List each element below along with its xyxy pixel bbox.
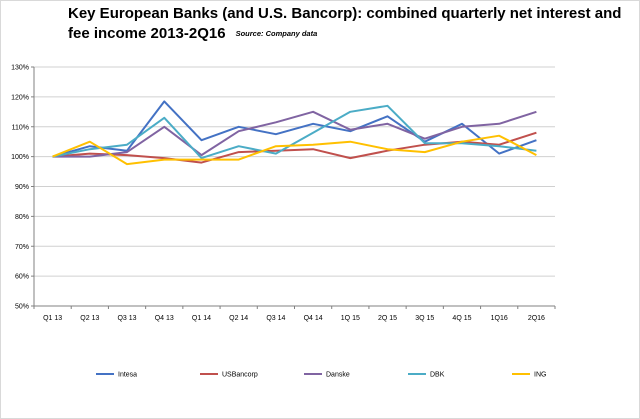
x-axis-tick-labels: Q1 13 Q2 13 Q3 13 Q4 13 Q1 14 Q2 14 Q3 14 Q4 14…	[43, 315, 545, 322]
x-tick-label: 1Q16	[491, 315, 508, 322]
series-line-usbancorp	[52, 131, 537, 164]
x-tick-label: Q3 13	[117, 315, 136, 322]
legend-label: Intesa	[118, 372, 137, 379]
gridlines	[34, 66, 555, 307]
y-tick-label: 120%	[11, 94, 29, 101]
legend: Intesa USBancorp Danske DBK ING	[96, 372, 546, 379]
y-tick-label: 80%	[15, 214, 29, 221]
x-tick-label: 1Q 15	[341, 315, 360, 322]
title-line-2: fee income 2013-2Q16	[68, 25, 226, 42]
legend-label: DBK	[430, 372, 445, 379]
x-tick-label: Q4 13	[155, 315, 174, 322]
x-tick-label: 2Q16	[528, 315, 545, 322]
y-tick-label: 50%	[15, 304, 29, 311]
y-tick-label: 100%	[11, 154, 29, 161]
x-tick-label: 2Q 15	[378, 315, 397, 322]
legend-label: ING	[534, 372, 546, 379]
y-axis-tick-labels: 50% 60% 70% 80% 90% 100% 110% 120% 130%	[11, 65, 29, 311]
y-tick-label: 110%	[12, 124, 29, 131]
x-tick-label: Q4 14	[304, 315, 323, 322]
y-tick-label: 70%	[15, 244, 29, 251]
x-tick-label: Q2 13	[80, 315, 99, 322]
chart-title: Key European Banks (and U.S. Bancorp): c…	[68, 4, 628, 44]
legend-label: Danske	[326, 372, 350, 379]
series-line-danske	[52, 110, 537, 158]
y-tick-label: 60%	[15, 274, 29, 281]
y-tick-label: 90%	[15, 184, 29, 191]
x-tick-label: Q1 13	[43, 315, 62, 322]
series-line-ing	[52, 134, 537, 166]
title-line-1: Key European Banks (and U.S. Bancorp): c…	[68, 5, 622, 22]
x-tick-label: 3Q 15	[415, 315, 434, 322]
x-tick-label: Q2 14	[229, 315, 248, 322]
series-line-intesa	[52, 100, 537, 158]
series-lines	[52, 100, 537, 166]
source-note: Source: Company data	[235, 29, 318, 38]
x-tick-label: Q1 14	[192, 315, 211, 322]
axes	[31, 66, 556, 309]
y-tick-label: 130%	[11, 65, 29, 72]
x-tick-label: 4Q 15	[452, 315, 471, 322]
x-tick-label: Q3 14	[266, 315, 285, 322]
legend-label: USBancorp	[222, 372, 258, 379]
